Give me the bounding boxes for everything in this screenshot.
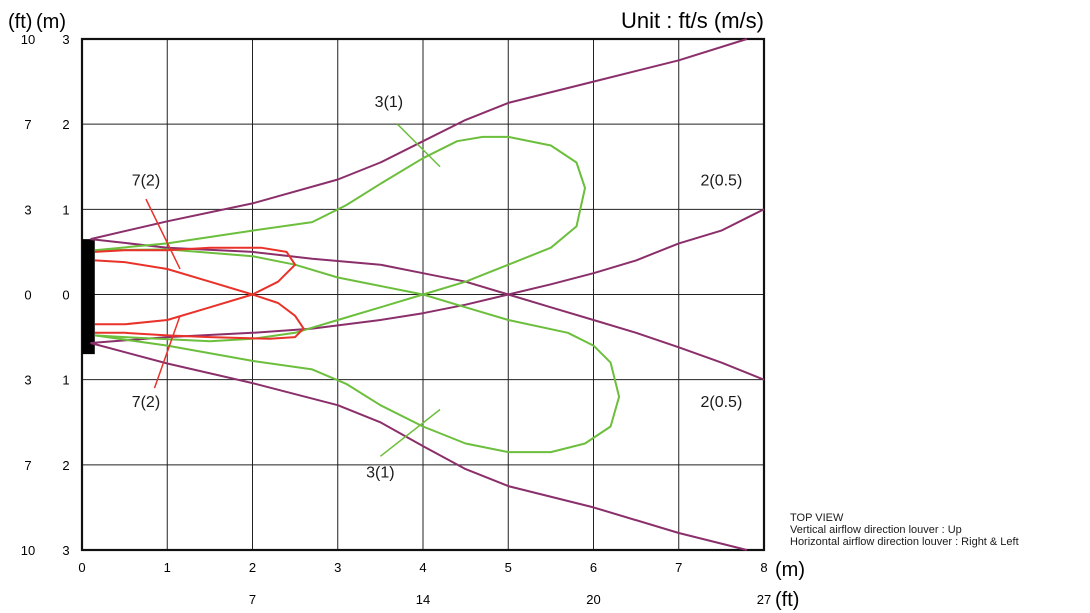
annotation-label: 3(1) (366, 465, 394, 482)
y-tick-m: 0 (62, 288, 69, 303)
y-tick-m: 1 (62, 373, 69, 388)
y-tick-ft: 7 (24, 458, 31, 473)
annotation-label: 3(1) (375, 94, 403, 111)
x-tick-m: 7 (675, 560, 682, 575)
velocity-contour-7(2) (94, 259, 305, 340)
velocity-contour-2(0.5) (90, 208, 765, 344)
annotation-label: 2(0.5) (700, 394, 742, 411)
y-tick-ft: 10 (21, 32, 35, 47)
annotation-leader (396, 123, 441, 168)
view-note: TOP VIEW Vertical airflow direction louv… (790, 512, 1019, 548)
y-tick-m: 1 (62, 202, 69, 217)
velocity-contour-2(0.5) (90, 238, 765, 381)
annotation-label: 7(2) (132, 172, 160, 189)
indoor-unit-block (82, 239, 95, 355)
annotation-leader (153, 315, 181, 389)
y-tick-ft: 3 (24, 202, 31, 217)
x-tick-m: 0 (78, 560, 85, 575)
x-unit-m: (m) (775, 559, 805, 581)
velocity-contour-2(0.5) (90, 38, 748, 241)
y-tick-ft: 10 (21, 543, 35, 558)
x-tick-ft: 20 (586, 592, 600, 607)
x-tick-m: 1 (164, 560, 171, 575)
y-unit-m: (m) (36, 11, 66, 33)
y-tick-ft: 3 (24, 373, 31, 388)
note-vertical-louver: Vertical airflow direction louver : Up (790, 524, 962, 536)
x-tick-m: 3 (334, 560, 341, 575)
chart-title: Unit : ft/s (m/s) (621, 8, 764, 33)
x-tick-m: 2 (249, 560, 256, 575)
y-tick-m: 2 (62, 458, 69, 473)
velocity-contour-2(0.5) (90, 342, 748, 551)
x-tick-m: 5 (505, 560, 512, 575)
x-tick-m: 8 (760, 560, 767, 575)
x-tick-ft: 27 (757, 592, 771, 607)
annotation-leader (379, 408, 441, 457)
note-horizontal-louver: Horizontal airflow direction louver : Ri… (790, 536, 1019, 548)
annotation-label: 2(0.5) (700, 172, 742, 189)
annotation-leader (145, 198, 181, 270)
y-tick-m: 3 (62, 543, 69, 558)
note-top-view: TOP VIEW (790, 512, 844, 524)
x-tick-ft: 14 (416, 592, 430, 607)
y-tick-ft: 7 (24, 117, 31, 132)
y-tick-ft: 0 (24, 288, 31, 303)
velocity-contour-3(1) (94, 248, 621, 454)
y-tick-m: 2 (62, 117, 69, 132)
velocity-contour-7(2) (94, 246, 297, 326)
x-unit-ft: (ft) (775, 589, 799, 611)
x-tick-m: 6 (590, 560, 597, 575)
velocity-contour-3(1) (94, 135, 586, 343)
x-tick-ft: 7 (249, 592, 256, 607)
y-tick-m: 3 (62, 32, 69, 47)
annotation-label: 7(2) (132, 394, 160, 411)
y-unit-ft: (ft) (8, 11, 32, 33)
x-tick-m: 4 (419, 560, 426, 575)
